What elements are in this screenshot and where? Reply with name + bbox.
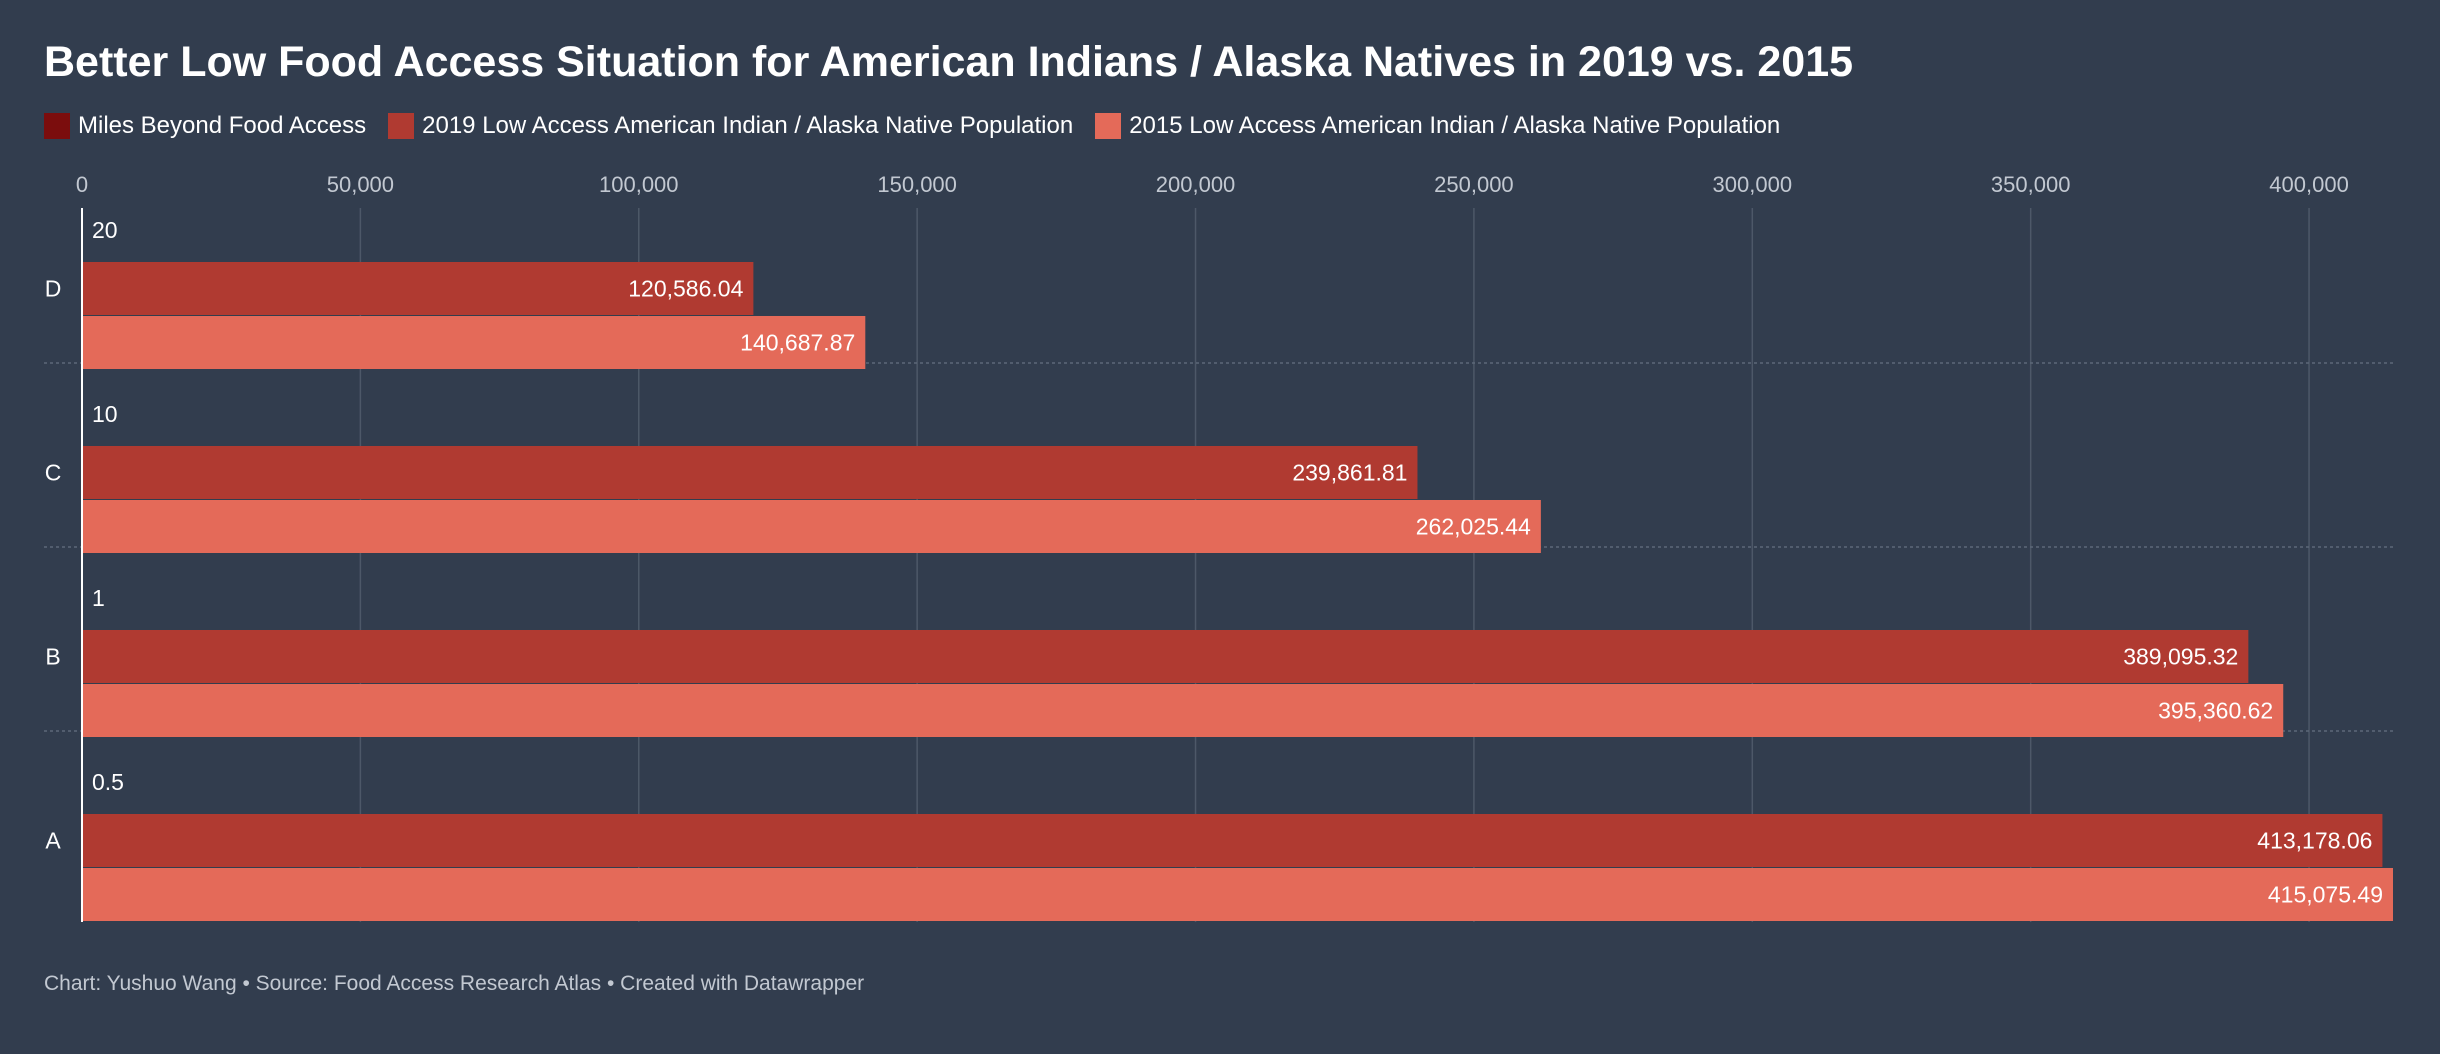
- x-tick-label: 0: [76, 172, 88, 197]
- miles-value-label: 10: [92, 401, 118, 427]
- bar-2015-value-label: 140,687.87: [740, 330, 855, 356]
- legend-label-2019: 2019 Low Access American Indian / Alaska…: [422, 112, 1074, 139]
- bar-2015: [82, 316, 866, 369]
- legend-swatch-2019: [388, 113, 415, 139]
- miles-value-label: 0.5: [92, 769, 124, 795]
- legend-label-miles: Miles Beyond Food Access: [78, 112, 367, 139]
- bar-2019-value-label: 239,861.81: [1292, 460, 1407, 486]
- x-tick-label: 250,000: [1434, 172, 1514, 197]
- bar-2019-value-label: 120,586.04: [628, 276, 743, 302]
- bar-2019-value-label: 413,178.06: [2257, 828, 2372, 854]
- bar-2019: [82, 630, 2249, 683]
- bar-2019-value-label: 389,095.32: [2123, 644, 2238, 670]
- legend: Miles Beyond Food Access 2019 Low Access…: [44, 112, 1802, 140]
- bar-2015-value-label: 262,025.44: [1416, 514, 1531, 540]
- chart-source: Chart: Yushuo Wang • Source: Food Access…: [44, 972, 865, 995]
- x-tick-label: 150,000: [877, 172, 957, 197]
- legend-item-2015: 2015 Low Access American Indian / Alaska…: [1095, 112, 1780, 140]
- bar-2019: [82, 446, 1418, 499]
- legend-label-2015: 2015 Low Access American Indian / Alaska…: [1129, 112, 1781, 139]
- bar-2015: [82, 500, 1541, 553]
- x-tick-label: 100,000: [599, 172, 679, 197]
- bar-2015: [82, 684, 2284, 737]
- bar-2015: [82, 868, 2393, 921]
- legend-swatch-miles: [44, 113, 70, 139]
- bar-2019: [82, 262, 754, 315]
- category-label: A: [45, 828, 61, 854]
- bar-2019: [82, 814, 2383, 867]
- x-tick-label: 400,000: [2269, 172, 2349, 197]
- legend-swatch-2015: [1095, 113, 1122, 139]
- x-tick-label: 200,000: [1156, 172, 1236, 197]
- bar-2015-value-label: 415,075.49: [2268, 882, 2383, 908]
- bar-chart: 0 50,000 100,000 150,000 200,000 250,000 300,0…: [44, 172, 2395, 922]
- category-label: D: [45, 276, 62, 302]
- legend-item-2019: 2019 Low Access American Indian / Alaska…: [388, 112, 1073, 140]
- chart-title: Better Low Food Access Situation for Ame…: [44, 38, 1854, 86]
- category-label: C: [45, 460, 62, 486]
- x-tick-label: 50,000: [327, 172, 394, 197]
- bar-2015-value-label: 395,360.62: [2158, 698, 2273, 724]
- x-tick-label: 300,000: [1713, 172, 1793, 197]
- miles-value-label: 1: [92, 585, 105, 611]
- x-tick-label: 350,000: [1991, 172, 2071, 197]
- miles-value-label: 20: [92, 217, 118, 243]
- category-label: B: [45, 644, 60, 670]
- legend-item-miles: Miles Beyond Food Access: [44, 112, 366, 140]
